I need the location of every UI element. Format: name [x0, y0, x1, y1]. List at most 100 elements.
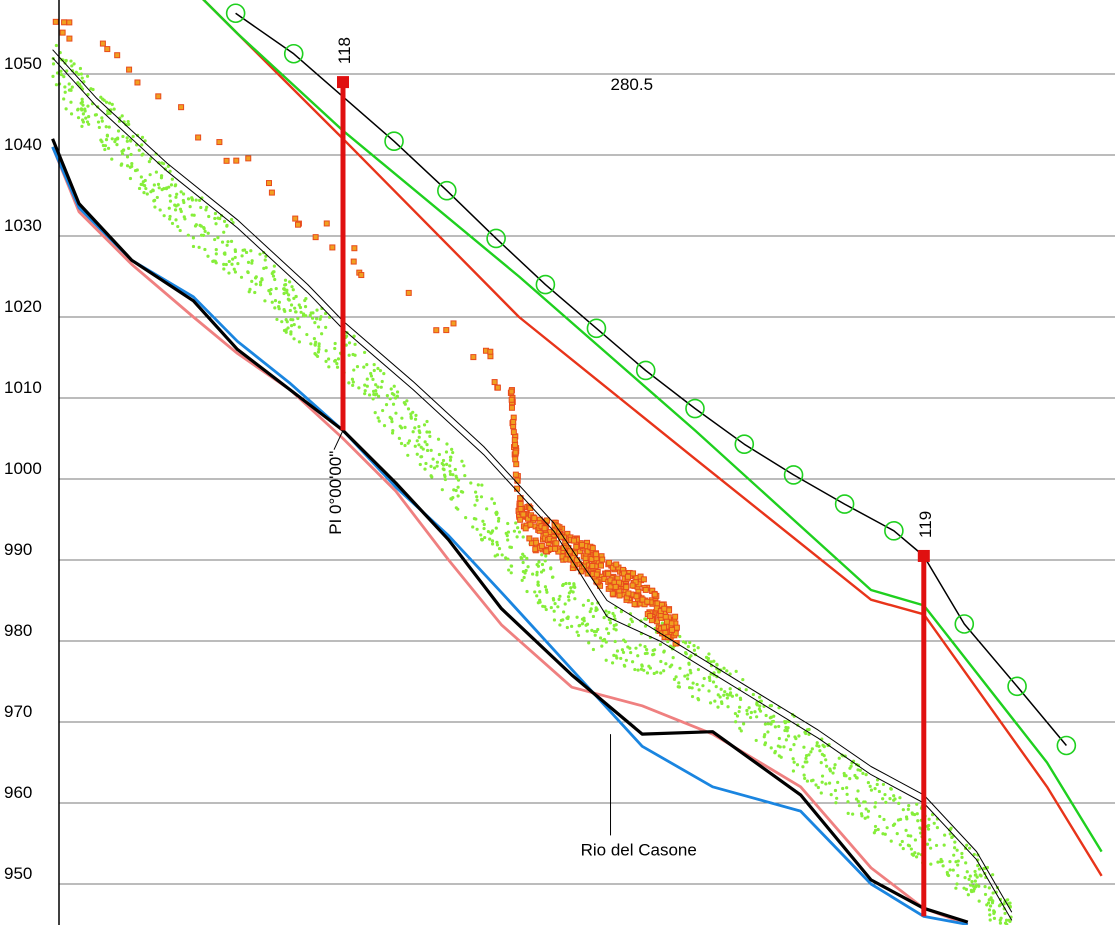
scatter-point-green — [856, 789, 860, 793]
pi-leader-line — [333, 430, 344, 450]
scatter-point-green — [795, 763, 800, 767]
scatter-point-green — [417, 435, 421, 439]
scatter-point-red — [531, 515, 538, 522]
scatter-point-green — [741, 677, 745, 682]
scatter-point-green — [270, 300, 274, 304]
scatter-point-green — [805, 779, 810, 783]
scatter-point-green — [630, 620, 634, 624]
scatter-point-green — [778, 745, 782, 749]
scatter-point-green — [934, 843, 939, 848]
scatter-point-green — [816, 785, 820, 790]
scatter-point-green — [662, 669, 666, 673]
scatter-point-red — [527, 505, 534, 512]
scatter-point-green — [471, 525, 475, 529]
scatter-point-green — [834, 801, 838, 805]
scatter-point-green — [372, 362, 376, 367]
scatter-point-green — [159, 176, 164, 180]
scatter-point-green — [508, 545, 512, 549]
scatter-point-green — [131, 134, 135, 139]
scatter-point-green — [733, 711, 737, 716]
scatter-point-green — [590, 628, 594, 632]
scatter-point-green — [712, 659, 716, 663]
scatter-point-green — [888, 797, 892, 801]
scatter-point-green — [362, 350, 367, 355]
scatter-point-green — [309, 342, 313, 346]
scatter-point-green — [672, 677, 677, 681]
scatter-point-green — [629, 617, 633, 621]
scatter-point-green — [285, 288, 289, 292]
scatter-point-red — [526, 535, 533, 542]
scatter-point-green — [590, 601, 594, 606]
scatter-point-red — [61, 19, 68, 26]
scatter-point-green — [709, 660, 713, 664]
scatter-point-red — [66, 35, 73, 42]
scatter-point-green — [320, 332, 324, 336]
scatter-point-green — [520, 578, 524, 582]
scatter-point-green — [246, 260, 251, 264]
scatter-point-green — [877, 789, 881, 794]
scatter-point-green — [737, 709, 741, 714]
scatter-point-green — [536, 580, 540, 584]
scatter-point-green — [948, 868, 952, 872]
scatter-point-green — [158, 208, 162, 212]
scatter-point-green — [199, 205, 203, 210]
scatter-point-green — [497, 546, 502, 551]
scatter-point-green — [820, 780, 824, 784]
scatter-point-green — [884, 800, 888, 804]
scatter-point-green — [956, 863, 960, 867]
scatter-point-green — [120, 152, 125, 156]
scatter-point-green — [983, 885, 987, 889]
scatter-point-green — [62, 97, 66, 101]
scatter-point-green — [789, 747, 793, 752]
scatter-point-green — [755, 715, 759, 719]
scatter-point-green — [881, 797, 885, 801]
scatter-point-green — [104, 100, 109, 104]
scatter-point-green — [991, 873, 995, 877]
scatter-point-red — [644, 598, 651, 605]
scatter-point-green — [96, 120, 101, 124]
scatter-point-green — [385, 394, 389, 398]
scatter-point-green — [214, 248, 218, 252]
scatter-point-green — [975, 875, 979, 879]
pi-station-label-118: 118 — [335, 37, 354, 64]
scatter-point-green — [941, 864, 945, 868]
scatter-point-green — [413, 417, 418, 421]
scatter-point-green — [713, 699, 717, 703]
scatter-point-green — [873, 828, 878, 832]
scatter-point-green — [999, 916, 1003, 920]
scatter-point-green — [294, 294, 298, 299]
scatter-point-green — [864, 807, 868, 811]
scatter-point-green — [425, 448, 430, 453]
scatter-point-green — [101, 143, 105, 148]
scatter-point-green — [569, 586, 573, 590]
scatter-point-green — [1002, 902, 1006, 906]
scatter-point-green — [475, 527, 479, 531]
scatter-point-green — [170, 177, 174, 181]
scatter-point-green — [317, 344, 321, 348]
scatter-point-red — [508, 404, 515, 411]
river-label: Rio del Casone — [581, 841, 697, 860]
scatter-point-red — [597, 562, 604, 569]
scatter-point-green — [313, 352, 317, 356]
scatter-point-green — [819, 761, 823, 765]
scatter-point-green — [869, 788, 874, 792]
scatter-point-green — [291, 318, 295, 322]
scatter-point-green — [69, 100, 73, 104]
scatter-point-green — [837, 756, 841, 760]
scatter-point-green — [454, 488, 458, 493]
scatter-point-green — [121, 134, 125, 139]
scatter-point-red — [668, 626, 675, 633]
scatter-point-green — [192, 213, 196, 217]
pi-stations: 118 119 — [335, 37, 935, 917]
scatter-point-green — [623, 639, 627, 644]
scatter-point-green — [479, 533, 483, 537]
scatter-point-green — [664, 662, 668, 666]
scatter-point-green — [543, 559, 547, 563]
scatter-point-green — [929, 846, 933, 850]
scatter-point-green — [250, 259, 254, 263]
scatter-point-green — [448, 469, 452, 474]
scatter-point-green — [769, 746, 773, 750]
series-marker — [954, 614, 975, 634]
scatter-point-green — [907, 844, 912, 848]
scatter-point-green — [630, 660, 635, 664]
